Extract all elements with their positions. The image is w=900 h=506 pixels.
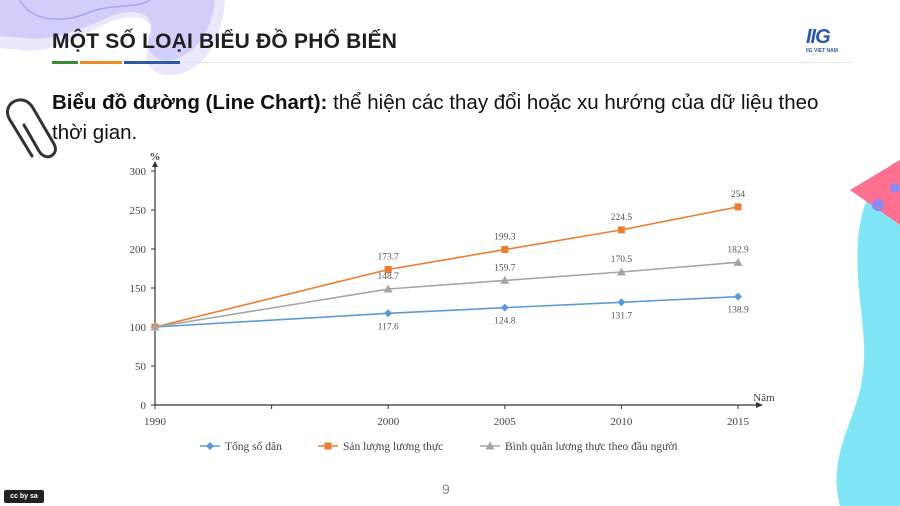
point-marker — [384, 309, 393, 318]
description: Biểu đồ đường (Line Chart): thể hiện các… — [52, 88, 852, 148]
company-logo: IIG IIG VIET NAM — [806, 26, 852, 60]
point-marker — [500, 303, 509, 312]
y-tick-label: 50 — [135, 361, 147, 373]
chart-data-labels: 117.6 124.8 131.7 138.9 173.7 199.3 224.5 254 14… — [378, 190, 749, 332]
y-tick-label: 300 — [130, 166, 147, 178]
accent-bar-orange — [80, 61, 122, 64]
series-line-2 — [154, 261, 739, 328]
data-label: 124.8 — [494, 317, 516, 327]
data-label: 182.9 — [727, 245, 749, 255]
data-label: 138.9 — [727, 306, 749, 316]
data-label: 131.7 — [611, 311, 633, 321]
data-label: 173.7 — [378, 253, 400, 263]
chart-series — [150, 203, 743, 331]
point-marker — [617, 298, 626, 307]
y-tick-label: 250 — [130, 205, 147, 217]
header-divider — [180, 62, 852, 63]
point-marker — [616, 267, 626, 276]
series-line-1 — [154, 206, 739, 328]
data-label: 224.5 — [611, 213, 633, 223]
point-marker — [617, 226, 625, 234]
point-marker — [500, 275, 510, 284]
data-label: 199.3 — [494, 233, 516, 243]
point-marker — [485, 441, 495, 450]
data-label: 148.7 — [378, 272, 400, 282]
data-label: 159.7 — [494, 263, 516, 273]
y-tick-label: 150 — [130, 283, 147, 295]
point-marker — [150, 322, 160, 331]
chart-axes: 0 50 100 150 200 250 300 1990 2000 2005 2010 2015% N… — [130, 151, 776, 428]
point-marker — [206, 442, 214, 450]
point-marker — [383, 284, 393, 293]
y-tick-label: 0 — [141, 400, 147, 412]
legend-label: Tổng số dân — [225, 440, 282, 453]
x-tick-label: 2015 — [727, 416, 750, 428]
point-marker — [733, 257, 743, 266]
legend-label: Bình quân lương thực theo đầu người — [505, 440, 678, 453]
y-axis-label: % — [150, 151, 161, 163]
x-axis-label: Năm — [753, 392, 775, 404]
license-badge: cc by sa — [4, 490, 44, 503]
point-marker — [324, 442, 332, 450]
point-marker — [384, 266, 392, 274]
x-tick-label: 2005 — [494, 416, 517, 428]
x-tick-label: 2000 — [377, 416, 400, 428]
paperclip-icon — [6, 98, 57, 159]
description-term: Biểu đồ đường (Line Chart): — [52, 91, 328, 114]
chart-legend: Tổng số dân Sản lượng lương thực Bình quân… — [200, 440, 678, 453]
logo-text: IIG VIET NAM — [806, 48, 838, 54]
legend-label: Sản lượng lương thực — [343, 441, 443, 453]
point-marker — [734, 292, 742, 301]
point-marker — [501, 246, 509, 254]
data-label: 170.5 — [611, 255, 633, 265]
logo-mark: IIG — [806, 26, 831, 48]
x-axis-arrow — [756, 402, 763, 408]
data-label: 117.6 — [378, 322, 399, 332]
y-tick-label: 200 — [130, 244, 147, 256]
page-title: MỘT SỐ LOẠI BIỂU ĐỒ PHỔ BIẾN — [52, 30, 398, 53]
x-tick-label: 1990 — [144, 416, 167, 428]
y-axis-arrow — [152, 161, 158, 167]
point-marker — [734, 203, 742, 211]
y-tick-label: 100 — [130, 322, 147, 334]
page-number: 9 — [442, 481, 450, 497]
data-label: 254 — [731, 190, 746, 200]
description-text: thể hiện các thay đổi hoặc xu hướng của … — [52, 91, 819, 144]
series-line-0 — [154, 295, 739, 328]
accent-bar-blue — [124, 61, 180, 64]
x-tick-label: 2010 — [610, 416, 633, 428]
accent-bar-green — [52, 61, 78, 64]
